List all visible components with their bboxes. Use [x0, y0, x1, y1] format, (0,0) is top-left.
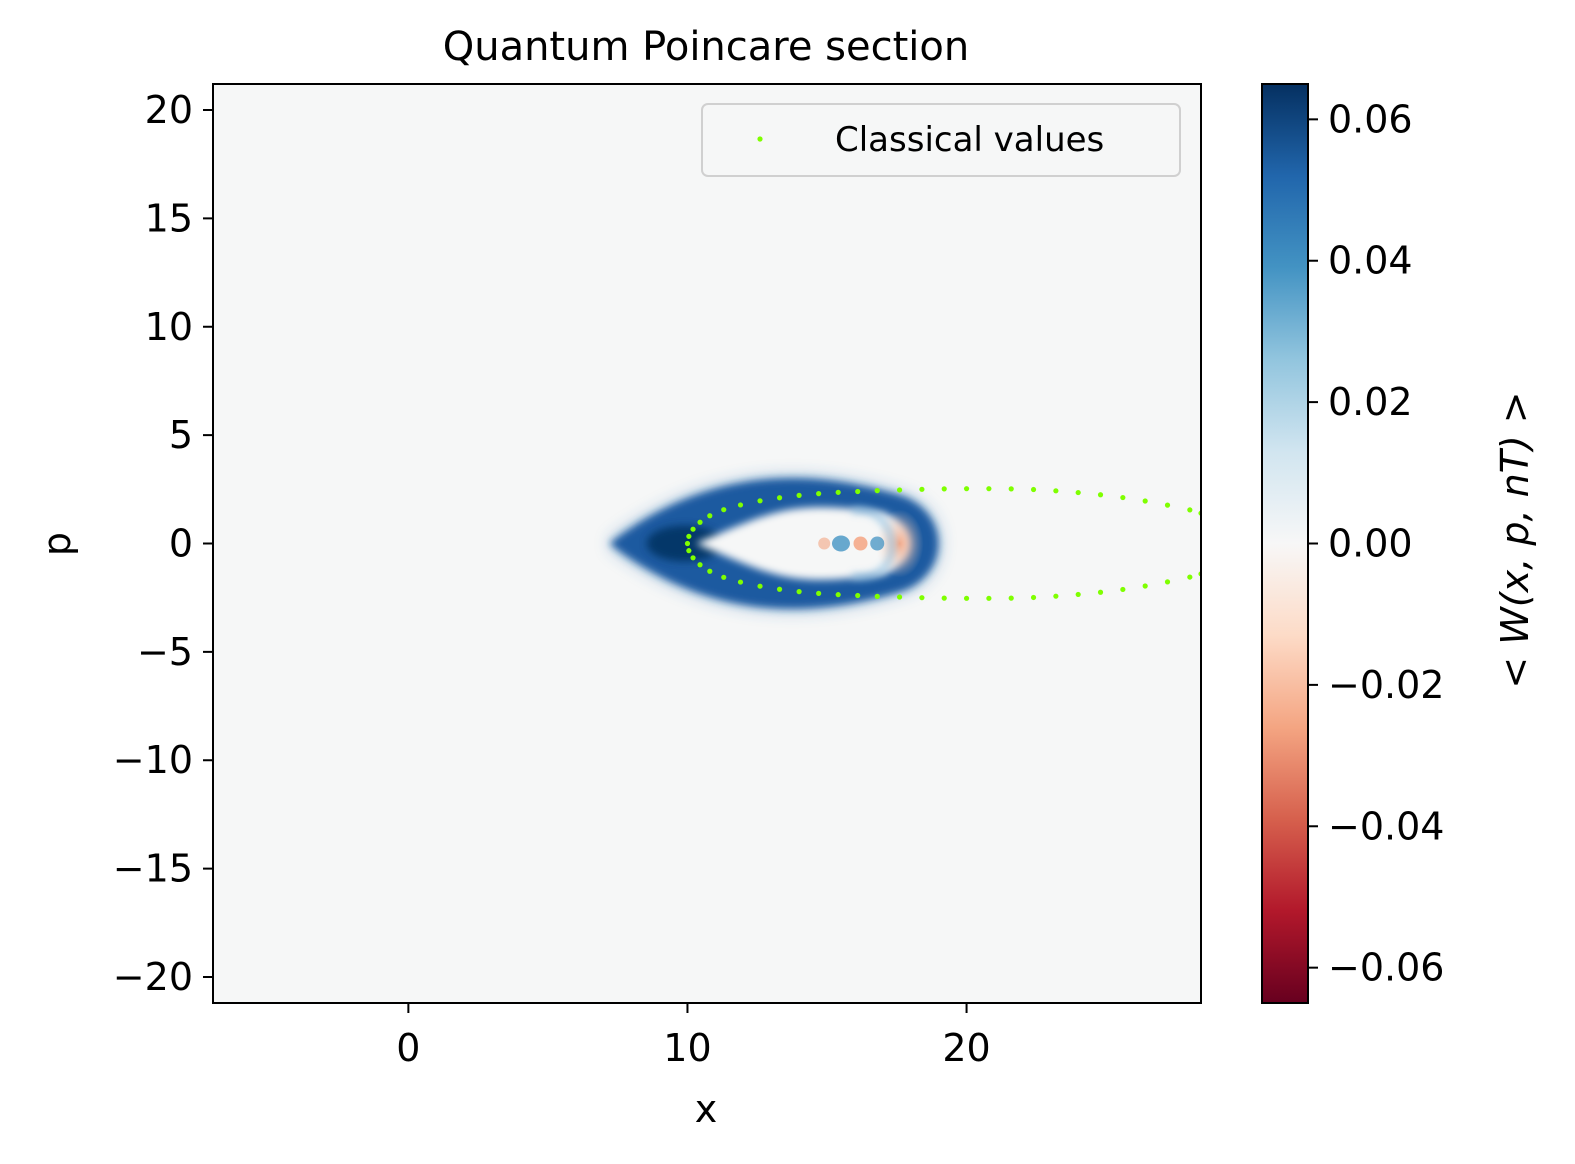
classical-value-point — [1187, 574, 1193, 580]
classical-value-point — [1053, 488, 1059, 494]
x-axis: 0 10 20 — [396, 1003, 991, 1070]
legend-box — [701, 103, 1181, 177]
legend-label-classical-values: Classical values — [835, 120, 1104, 160]
classical-value-point — [1008, 486, 1014, 492]
classical-value-point — [941, 595, 947, 601]
classical-value-point — [721, 574, 727, 580]
colorbar-ticks: 0.06 0.04 0.02 0.00 −0.02 −0.04 −0.06 — [1308, 97, 1444, 990]
classical-value-point — [757, 498, 763, 504]
colorbar-fill — [1262, 84, 1308, 1003]
y-tick-label: −20 — [113, 955, 193, 999]
heatmap-fringe-positive-small — [870, 536, 885, 551]
classical-value-point — [684, 540, 691, 547]
classical-values-series — [684, 486, 1201, 601]
heatmap-fringe-arc — [851, 507, 895, 580]
classical-value-point — [816, 491, 822, 497]
chart-title: Quantum Poincare section — [443, 24, 970, 70]
classical-value-point — [1187, 507, 1193, 513]
classical-value-point — [1097, 589, 1104, 595]
x-tick-label: 0 — [396, 1026, 420, 1070]
classical-value-point — [1120, 494, 1126, 501]
y-tick-label: 0 — [169, 522, 193, 566]
classical-value-point — [707, 568, 713, 574]
classical-value-point — [1030, 486, 1037, 493]
classical-value-point — [697, 519, 703, 525]
classical-value-point — [986, 486, 992, 492]
colorbar: 0.06 0.04 0.02 0.00 −0.02 −0.04 −0.06 — [1261, 83, 1444, 1004]
y-tick-label: 20 — [145, 88, 193, 132]
y-tick-label: 5 — [169, 413, 193, 457]
classical-value-point — [835, 489, 841, 495]
y-axis: 20 15 10 5 0 −5 −10 −15 −20 — [113, 88, 213, 999]
classical-value-point — [874, 488, 880, 494]
y-axis-label: p — [35, 532, 79, 556]
colorbar-tick-label: 0.06 — [1328, 97, 1413, 141]
classical-value-point — [963, 486, 970, 492]
classical-value-point — [1142, 583, 1148, 589]
classical-value-point — [919, 486, 925, 492]
classical-value-point — [1097, 492, 1104, 498]
classical-value-point — [776, 495, 783, 501]
x-tick-label: 10 — [663, 1026, 711, 1070]
classical-value-point — [816, 590, 822, 596]
colorbar-tick-label: 0.04 — [1328, 239, 1413, 283]
colorbar-label: < W(x, p, nT) > — [1493, 391, 1537, 688]
classical-value-point — [707, 513, 713, 519]
classical-value-point — [1164, 502, 1171, 508]
plot-area — [212, 83, 1202, 1004]
heatmap-fringe-negative-small — [818, 537, 831, 550]
classical-value-point — [1075, 489, 1081, 496]
y-tick-label: −15 — [113, 847, 193, 891]
colorbar-tick-label: 0.02 — [1328, 380, 1413, 424]
y-tick-label: −5 — [137, 630, 193, 674]
classical-value-point — [855, 592, 861, 599]
colorbar-tick-label: −0.06 — [1328, 946, 1444, 990]
legend-marker-classical-values — [757, 136, 763, 142]
classical-value-point — [690, 555, 696, 561]
classical-value-point — [737, 502, 744, 508]
heatmap-fringe-positive — [831, 535, 850, 552]
classical-value-point — [796, 589, 802, 595]
classical-value-point — [941, 486, 947, 492]
classical-value-point — [855, 488, 861, 495]
classical-value-point — [1120, 586, 1126, 593]
classical-value-point — [690, 526, 696, 532]
classical-value-point — [776, 586, 783, 592]
legend: Classical values — [701, 103, 1181, 177]
classical-value-point — [796, 492, 802, 498]
y-tick-label: 10 — [145, 305, 193, 349]
classical-value-point — [1053, 593, 1059, 599]
classical-value-point — [919, 595, 925, 601]
y-tick-label: −10 — [113, 738, 193, 782]
classical-value-point — [686, 533, 692, 539]
heatmap-features — [609, 478, 938, 609]
colorbar-tick-label: 0.00 — [1328, 522, 1413, 566]
classical-value-point — [737, 579, 744, 585]
colorbar-tick-label: −0.02 — [1328, 663, 1444, 707]
classical-value-point — [1075, 591, 1081, 598]
classical-value-point — [986, 595, 992, 601]
classical-value-point — [874, 593, 880, 599]
x-axis-label: x — [695, 1087, 718, 1131]
colorbar-tick-label: −0.04 — [1328, 804, 1444, 848]
classical-value-point — [896, 594, 903, 600]
heatmap-lobe-interior — [695, 507, 910, 580]
classical-value-point — [963, 595, 970, 601]
x-tick-label: 20 — [942, 1026, 990, 1070]
y-tick-label: 15 — [145, 196, 193, 240]
classical-value-point — [1008, 595, 1014, 601]
heatmap-lobe-tip — [646, 525, 723, 562]
heatmap-fringe-negative-small — [853, 536, 868, 551]
classical-value-point — [757, 583, 763, 589]
classical-value-point — [896, 487, 903, 493]
classical-value-point — [697, 562, 703, 568]
classical-value-point — [1142, 498, 1148, 504]
classical-value-point — [686, 548, 692, 554]
classical-value-point — [1164, 579, 1171, 585]
classical-value-point — [835, 592, 841, 598]
classical-value-point — [1030, 594, 1037, 601]
classical-value-point — [721, 507, 727, 513]
